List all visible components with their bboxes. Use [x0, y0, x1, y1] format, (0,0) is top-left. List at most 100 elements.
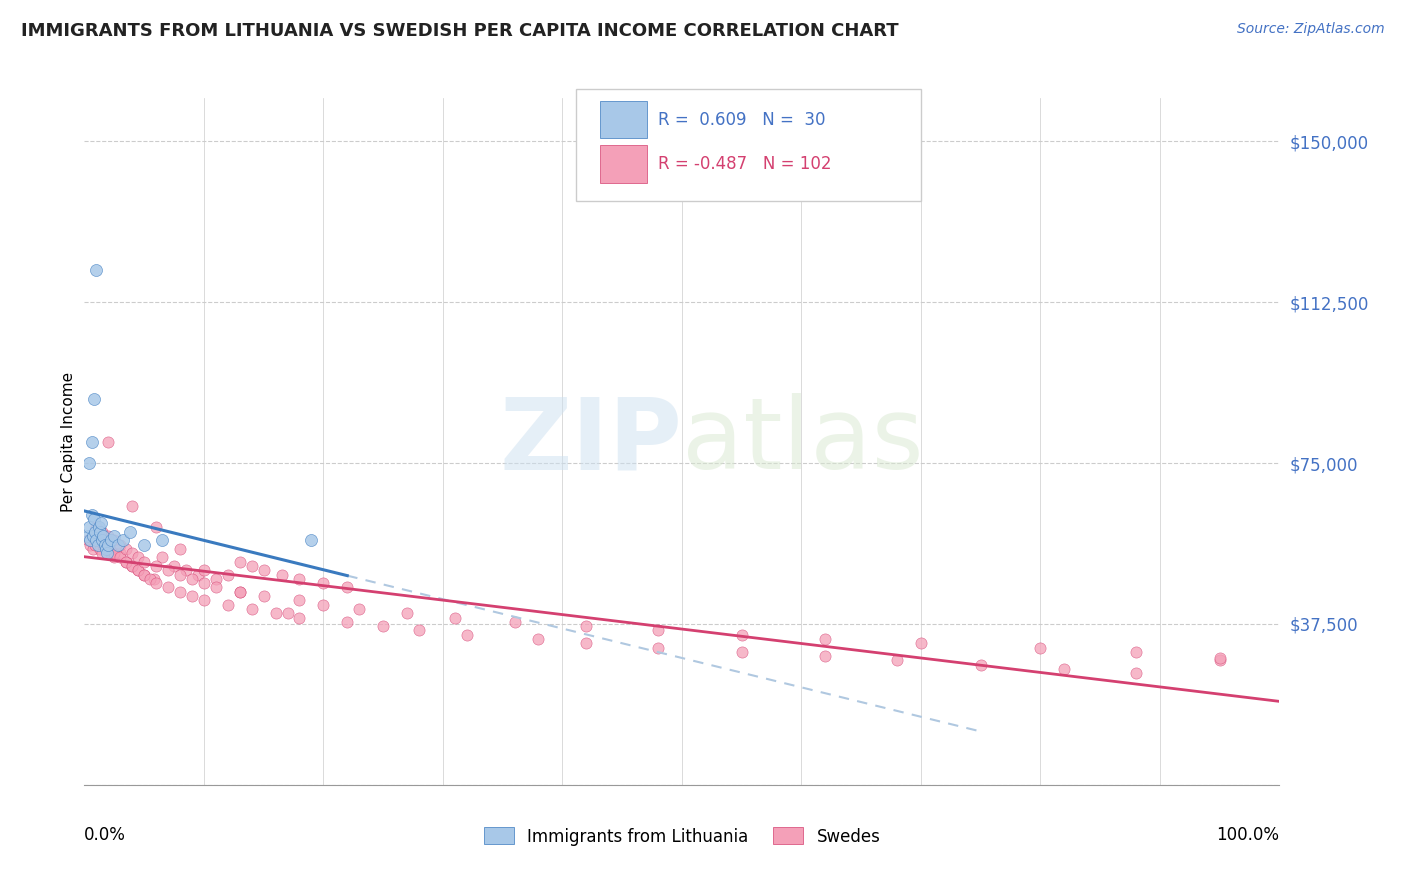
Point	[82, 541, 104, 556]
Point	[910, 636, 932, 650]
Point	[408, 624, 430, 638]
Point	[86, 537, 108, 551]
Text: IMMIGRANTS FROM LITHUANIA VS SWEDISH PER CAPITA INCOME CORRELATION CHART: IMMIGRANTS FROM LITHUANIA VS SWEDISH PER…	[21, 22, 898, 40]
Point	[103, 546, 125, 560]
Point	[229, 584, 252, 599]
Point	[288, 572, 311, 586]
Point	[84, 524, 107, 539]
Point	[193, 593, 215, 607]
Point	[97, 434, 120, 449]
Point	[80, 434, 103, 449]
Point	[1125, 666, 1147, 681]
Point	[83, 512, 105, 526]
Point	[103, 550, 125, 565]
Point	[229, 584, 252, 599]
Legend: Immigrants from Lithuania, Swedes: Immigrants from Lithuania, Swedes	[477, 821, 887, 852]
Point	[77, 456, 100, 470]
Point	[349, 602, 371, 616]
Point	[132, 567, 156, 582]
Point	[169, 584, 191, 599]
Point	[527, 632, 550, 646]
Point	[139, 572, 162, 586]
Point	[277, 607, 299, 621]
Point	[103, 533, 125, 548]
Point	[79, 533, 101, 548]
Point	[312, 598, 335, 612]
Point	[169, 567, 191, 582]
Text: R =  0.609   N =  30: R = 0.609 N = 30	[658, 111, 825, 128]
Point	[100, 546, 122, 560]
Point	[396, 607, 419, 621]
Point	[93, 537, 115, 551]
Point	[145, 559, 167, 574]
Point	[181, 572, 204, 586]
Point	[575, 636, 598, 650]
Point	[1125, 645, 1147, 659]
Point	[169, 541, 191, 556]
Point	[229, 555, 252, 569]
Point	[103, 529, 125, 543]
Point	[503, 615, 526, 629]
Point	[115, 555, 138, 569]
Point	[110, 537, 132, 551]
Point	[456, 628, 478, 642]
Point	[97, 537, 120, 551]
Point	[97, 541, 120, 556]
Point	[121, 499, 143, 513]
Point	[193, 563, 215, 577]
Point	[970, 657, 993, 672]
Point	[127, 550, 149, 565]
Point	[87, 533, 110, 548]
Point	[575, 619, 598, 633]
Point	[647, 624, 669, 638]
Point	[121, 559, 143, 574]
Point	[93, 537, 115, 551]
Point	[94, 541, 117, 556]
Point	[93, 529, 115, 543]
Point	[110, 550, 132, 565]
Point	[80, 508, 103, 522]
Point	[111, 533, 134, 548]
Point	[86, 520, 108, 534]
Point	[150, 533, 173, 548]
Point	[157, 563, 180, 577]
Point	[163, 559, 186, 574]
Text: ZIP: ZIP	[499, 393, 682, 490]
Point	[205, 572, 228, 586]
Text: R = -0.487   N = 102: R = -0.487 N = 102	[658, 155, 831, 173]
Point	[205, 581, 228, 595]
Point	[96, 546, 118, 560]
Point	[110, 546, 132, 560]
Point	[373, 619, 395, 633]
Point	[1029, 640, 1052, 655]
Text: Source: ZipAtlas.com: Source: ZipAtlas.com	[1237, 22, 1385, 37]
Point	[731, 645, 754, 659]
Point	[86, 533, 108, 548]
Point	[814, 649, 837, 664]
Point	[83, 529, 105, 543]
Point	[90, 516, 112, 530]
Point	[82, 529, 104, 543]
Point	[1053, 662, 1076, 676]
Point	[127, 563, 149, 577]
Point	[157, 581, 180, 595]
Point	[270, 567, 292, 582]
Point	[253, 563, 276, 577]
Point	[96, 541, 118, 556]
Point	[77, 533, 100, 548]
Point	[240, 559, 263, 574]
Y-axis label: Per Capita Income: Per Capita Income	[60, 371, 76, 512]
Point	[97, 529, 120, 543]
Point	[132, 555, 156, 569]
Point	[336, 615, 359, 629]
Point	[115, 541, 138, 556]
Text: 0.0%: 0.0%	[84, 826, 127, 844]
Text: atlas: atlas	[682, 393, 924, 490]
Point	[181, 589, 204, 603]
Point	[886, 653, 908, 667]
Point	[86, 533, 108, 548]
Point	[100, 533, 122, 548]
Point	[86, 262, 108, 277]
Point	[91, 533, 114, 548]
Point	[77, 529, 100, 543]
